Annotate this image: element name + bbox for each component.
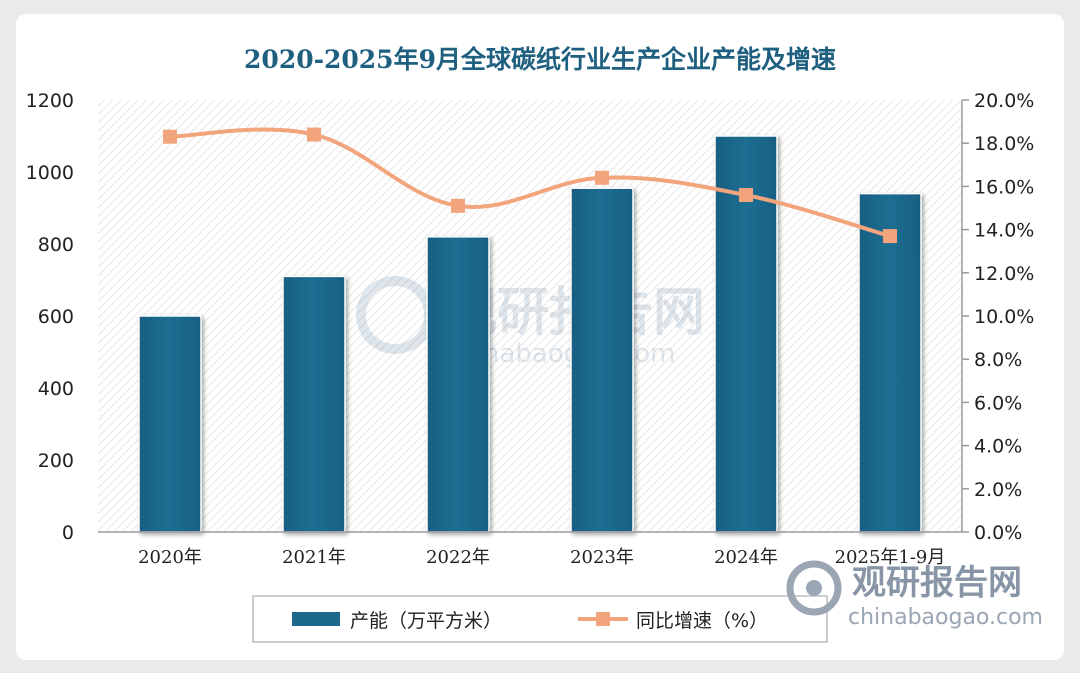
- legend-bar-label: 产能（万平方米）: [350, 610, 502, 632]
- growth-point-1: [307, 127, 321, 142]
- legend-bar-swatch: [292, 612, 340, 626]
- growth-point-5: [883, 229, 897, 244]
- watermark-corner-logo-icon: [786, 560, 842, 616]
- right-tick-label: 16.0%: [974, 176, 1034, 198]
- left-tick-label: 1000: [26, 162, 74, 184]
- bar-1: [282, 275, 346, 533]
- right-tick-label: 10.0%: [974, 306, 1034, 328]
- x-tick-label: 2024年: [714, 547, 778, 568]
- growth-rate-points: [163, 127, 897, 244]
- watermark-corner: 观研报告网 chinabaogao.com: [786, 560, 1043, 630]
- right-tick-label: 2.0%: [974, 479, 1022, 501]
- x-tick-label: 2023年: [570, 547, 634, 568]
- right-axis-tick-marks: [962, 99, 969, 533]
- plot-area: [98, 100, 962, 532]
- left-tick-label: 800: [38, 234, 74, 256]
- x-axis-ticks: 2020年 2021年 2022年 2023年 2024年 2025年1-9月: [138, 547, 945, 568]
- left-tick-label: 1200: [26, 90, 74, 112]
- right-tick-label: 6.0%: [974, 392, 1022, 414]
- right-tick-label: 20.0%: [974, 90, 1034, 112]
- bar-2: [426, 236, 490, 533]
- x-tick-label: 2021年: [282, 547, 346, 568]
- watermark-corner-logo-dot: [806, 580, 822, 596]
- legend-line-marker: [596, 612, 610, 626]
- growth-rate-line: [169, 127, 891, 239]
- left-tick-label: 200: [38, 450, 74, 472]
- right-tick-label: 18.0%: [974, 133, 1034, 155]
- bar-5: [858, 192, 922, 533]
- legend: 产能（万平方米） 同比增速（%）: [252, 595, 828, 643]
- left-axis-ticks: 0 200 400 600 800 1000 1200: [26, 90, 74, 544]
- right-tick-label: 8.0%: [974, 349, 1022, 371]
- legend-line-label: 同比增速（%）: [636, 610, 768, 632]
- x-tick-label: 2025年1-9月: [835, 547, 946, 568]
- growth-point-0: [163, 129, 177, 144]
- right-tick-label: 0.0%: [974, 522, 1022, 544]
- bar-0: [138, 315, 202, 533]
- right-tick-label: 14.0%: [974, 220, 1034, 242]
- watermark-corner-url: chinabaogao.com: [848, 605, 1043, 630]
- chart-title: 2020-2025年9月全球碳纸行业生产企业产能及增速: [244, 45, 836, 74]
- right-axis-ticks: 0.0% 2.0% 4.0% 6.0% 8.0% 10.0% 12.0% 14.0% 16.0%…: [974, 90, 1034, 544]
- bar-series: [138, 135, 922, 533]
- growth-point-3: [595, 170, 609, 185]
- legend-box: [252, 595, 828, 643]
- left-tick-label: 400: [38, 378, 74, 400]
- x-tick-label: 2020年: [138, 547, 202, 568]
- growth-point-2: [451, 198, 465, 213]
- right-tick-label: 12.0%: [974, 263, 1034, 285]
- growth-point-4: [739, 188, 753, 203]
- right-tick-label: 4.0%: [974, 436, 1022, 458]
- bar-3: [570, 187, 634, 533]
- watermark-corner-brand: 观研报告网: [852, 563, 1022, 603]
- left-tick-label: 600: [38, 306, 74, 328]
- x-tick-label: 2022年: [426, 547, 490, 568]
- left-tick-label: 0: [62, 522, 74, 544]
